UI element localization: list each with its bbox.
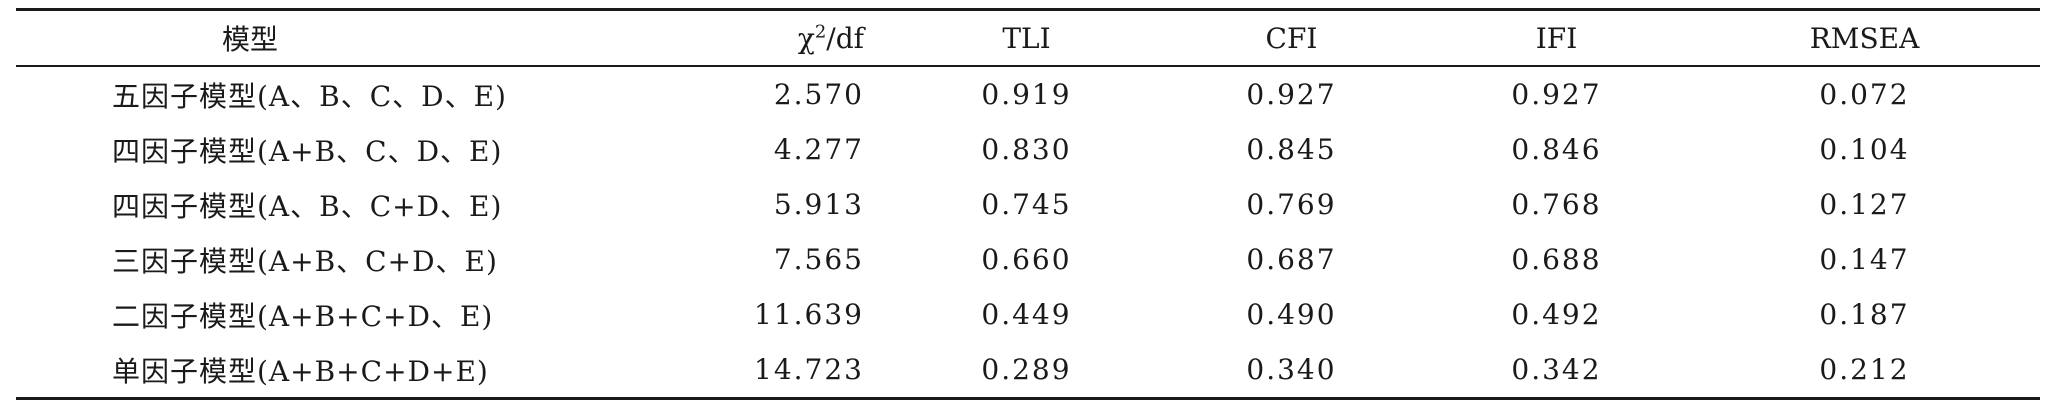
header-chi-symbol: χ [797,21,815,55]
cell-ifi: 0.492 [1511,298,1602,331]
table-row: 四因子模型(A+B、C、D、E) 4.277 0.830 0.845 0.846… [16,122,2040,177]
table-row: 二因子模型(A+B+C+D、E) 11.639 0.449 0.490 0.49… [16,287,2040,342]
cell-chi-df: 7.565 [773,243,864,276]
cell-rmsea: 0.127 [1819,188,1910,221]
cell-ifi: 0.768 [1511,188,1602,221]
cell-chi-df: 4.277 [773,133,864,166]
cell-model: 三因子模型(A+B、C+D、E) [112,244,498,278]
table-row: 四因子模型(A、B、C+D、E) 5.913 0.745 0.769 0.768… [16,177,2040,232]
cell-ifi: 0.342 [1511,353,1602,386]
cell-rmsea: 0.104 [1819,133,1910,166]
cell-rmsea: 0.072 [1819,78,1910,111]
cell-ifi: 0.688 [1511,243,1602,276]
cell-model: 单因子模型(A+B+C+D+E) [112,354,489,388]
cell-chi-df: 14.723 [754,353,864,386]
cell-chi-df: 2.570 [773,78,864,111]
header-chi-superscript: 2 [814,21,827,43]
cell-model: 四因子模型(A、B、C+D、E) [112,189,503,223]
table-header: 模型 χ2/df TLI CFI IFI RMSEA [16,9,2040,67]
cell-tli: 0.449 [981,298,1072,331]
header-cfi: CFI [1265,21,1318,55]
cell-cfi: 0.340 [1246,353,1337,386]
header-tli: TLI [1002,21,1051,55]
cell-tli: 0.919 [981,78,1072,111]
cell-cfi: 0.687 [1246,243,1337,276]
cell-tli: 0.745 [981,188,1072,221]
header-rmsea: RMSEA [1809,21,1920,55]
header-model: 模型 [221,23,278,56]
table-row: 单因子模型(A+B+C+D+E) 14.723 0.289 0.340 0.34… [16,342,2040,399]
cell-rmsea: 0.212 [1819,353,1910,386]
cell-rmsea: 0.147 [1819,243,1910,276]
table-body: 五因子模型(A、B、C、D、E) 2.570 0.919 0.927 0.927… [16,66,2040,399]
cell-chi-df: 5.913 [773,188,864,221]
cell-tli: 0.289 [981,353,1072,386]
cell-model: 二因子模型(A+B+C+D、E) [112,299,494,333]
cell-model: 四因子模型(A+B、C、D、E) [112,134,503,168]
cell-cfi: 0.490 [1246,298,1337,331]
model-fit-table: 模型 χ2/df TLI CFI IFI RMSEA 五因子模型(A、B、C、D… [16,8,2040,400]
cell-tli: 0.830 [981,133,1072,166]
cell-rmsea: 0.187 [1819,298,1910,331]
cell-chi-df: 11.639 [754,298,864,331]
header-row: 模型 χ2/df TLI CFI IFI RMSEA [16,9,2040,67]
cell-cfi: 0.845 [1246,133,1337,166]
table-row: 三因子模型(A+B、C+D、E) 7.565 0.660 0.687 0.688… [16,232,2040,287]
cell-cfi: 0.769 [1246,188,1337,221]
model-fit-table-container: 模型 χ2/df TLI CFI IFI RMSEA 五因子模型(A、B、C、D… [16,8,2040,400]
header-chi-df: /df [826,21,864,55]
table-row: 五因子模型(A、B、C、D、E) 2.570 0.919 0.927 0.927… [16,66,2040,122]
header-chi-square-df: χ2/df [484,10,894,67]
cell-tli: 0.660 [981,243,1072,276]
cell-cfi: 0.927 [1246,78,1337,111]
header-ifi: IFI [1535,21,1578,55]
cell-ifi: 0.846 [1511,133,1602,166]
cell-ifi: 0.927 [1511,78,1602,111]
cell-model: 五因子模型(A、B、C、D、E) [112,79,507,113]
